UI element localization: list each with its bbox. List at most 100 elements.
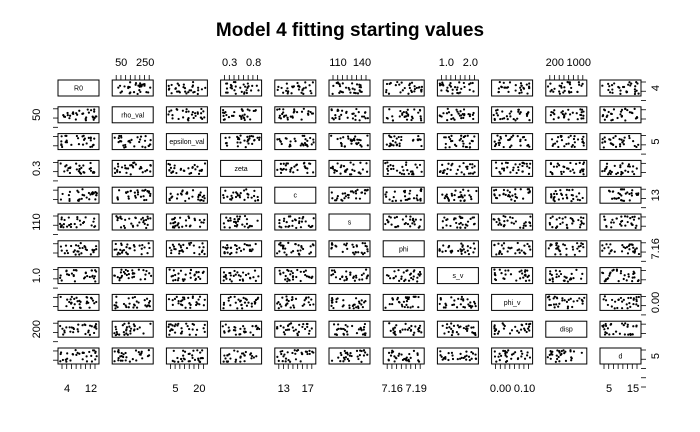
data-point (444, 306, 447, 309)
data-point (473, 165, 476, 168)
data-point (173, 325, 176, 328)
data-point (401, 165, 404, 168)
data-point (563, 89, 566, 92)
data-point (624, 224, 627, 227)
data-point (127, 273, 130, 276)
data-point (143, 246, 146, 249)
data-point (346, 325, 349, 328)
data-point (608, 272, 611, 275)
data-point (460, 134, 463, 137)
data-point (133, 272, 136, 275)
data-point (127, 277, 130, 280)
data-point (413, 331, 416, 334)
data-point (524, 138, 527, 142)
data-point (258, 138, 261, 141)
data-point (349, 161, 352, 164)
data-point (117, 141, 120, 144)
data-point (466, 327, 469, 330)
data-point (624, 169, 627, 172)
data-point (412, 197, 416, 200)
data-point (64, 244, 68, 247)
data-point (627, 273, 630, 276)
data-point (62, 223, 65, 226)
tick-label: 200 (31, 320, 43, 338)
data-point (279, 350, 282, 353)
data-point (409, 170, 413, 173)
data-point (510, 329, 514, 332)
data-point (139, 135, 143, 138)
data-point (343, 192, 347, 195)
data-point (81, 351, 84, 354)
data-point (354, 190, 357, 193)
data-point (119, 140, 122, 143)
data-point (621, 300, 624, 303)
data-point (576, 198, 579, 201)
data-point (200, 107, 203, 111)
data-point (339, 360, 342, 363)
data-point (81, 358, 84, 361)
data-point (115, 304, 118, 307)
data-point (172, 279, 175, 282)
panel-box-5-2 (165, 213, 208, 231)
data-point (626, 323, 629, 326)
data-point (333, 269, 336, 272)
data-point (126, 243, 129, 246)
data-point (59, 245, 63, 248)
data-point (579, 108, 582, 111)
data-point (311, 112, 315, 115)
data-point (346, 333, 349, 336)
data-point (442, 112, 445, 115)
data-point (336, 137, 339, 141)
data-point (232, 220, 236, 223)
data-point (125, 332, 128, 335)
data-point (172, 222, 175, 225)
data-point (197, 298, 200, 301)
data-point (116, 253, 119, 256)
data-point (581, 196, 584, 200)
data-point (91, 299, 95, 302)
data-point (602, 146, 605, 149)
data-point (353, 91, 356, 94)
data-point (222, 303, 225, 306)
data-point (582, 246, 585, 249)
data-point (366, 248, 369, 251)
data-point (175, 90, 179, 93)
data-point (143, 139, 147, 142)
data-point (245, 188, 248, 191)
data-point (93, 110, 96, 113)
data-point (253, 139, 256, 142)
data-point (173, 164, 176, 167)
data-point (453, 118, 456, 121)
data-point (256, 136, 259, 139)
data-point (193, 90, 196, 94)
data-point (299, 249, 302, 252)
data-point (188, 333, 191, 336)
data-point (605, 225, 608, 228)
data-point (520, 323, 523, 326)
data-point (295, 111, 299, 114)
data-point (607, 88, 610, 92)
data-point (384, 162, 387, 165)
data-point (302, 162, 306, 165)
panel-box-7-1 (111, 267, 154, 285)
data-point (405, 112, 408, 115)
data-point (407, 113, 410, 116)
data-point (246, 115, 249, 118)
data-point (391, 199, 394, 203)
data-point (203, 252, 206, 256)
data-point (192, 244, 195, 247)
data-point (553, 306, 556, 309)
data-point (242, 325, 245, 328)
data-point (141, 243, 144, 247)
data-point (518, 251, 521, 254)
data-point (568, 83, 572, 86)
data-point (387, 165, 390, 168)
data-point (240, 90, 243, 94)
data-point (603, 328, 606, 331)
data-point (364, 268, 368, 271)
data-point (455, 88, 459, 91)
data-point (203, 162, 207, 165)
data-point (458, 139, 461, 142)
data-point (131, 296, 134, 299)
data-point (523, 327, 526, 330)
